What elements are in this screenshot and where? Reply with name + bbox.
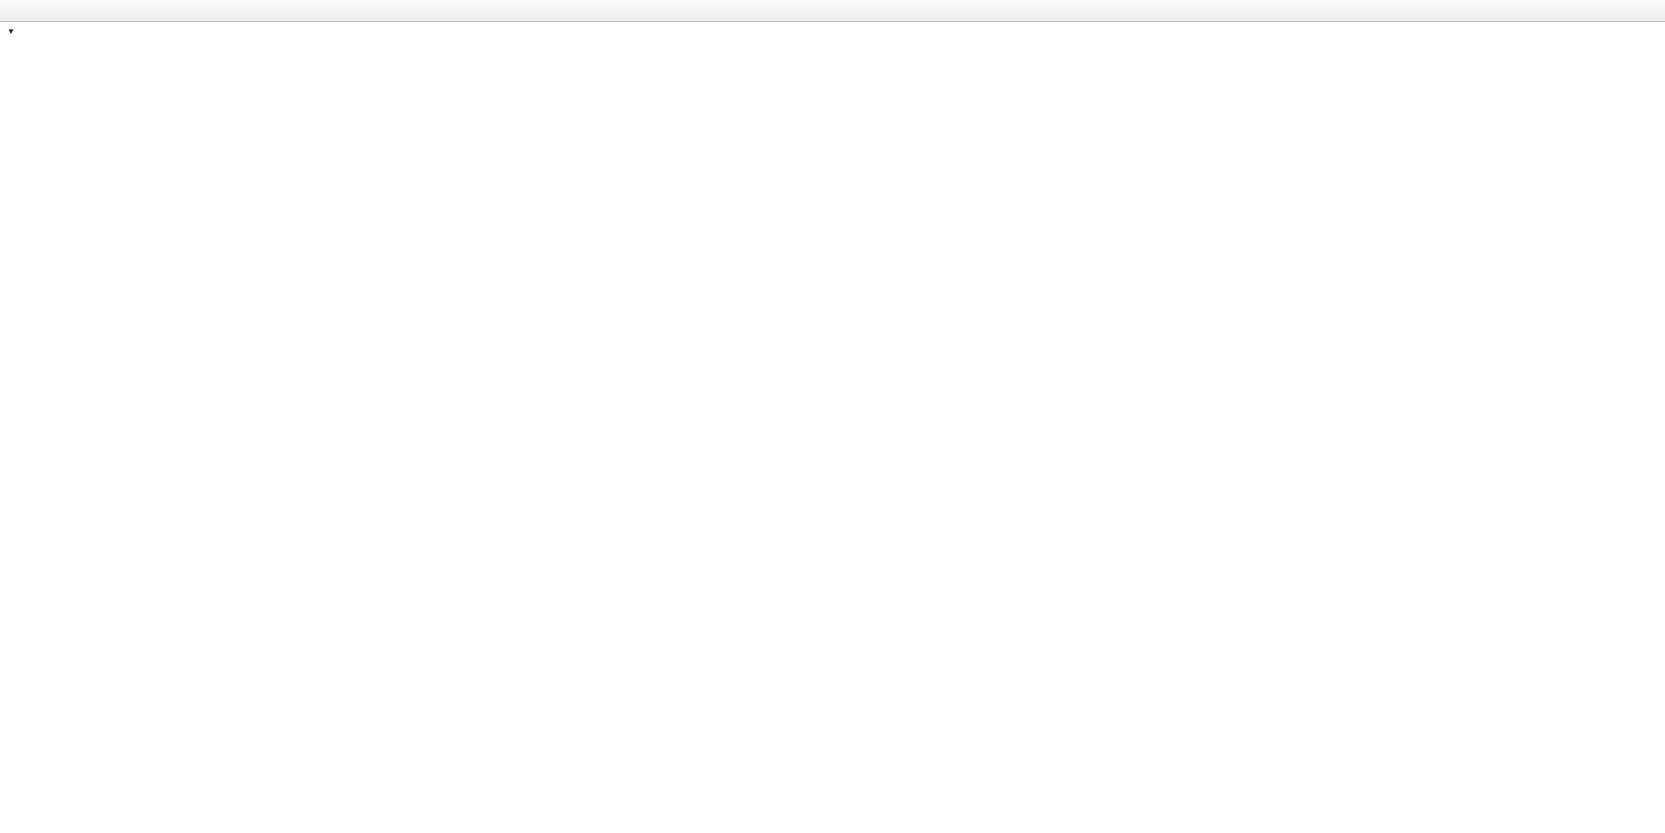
collapse-icon[interactable]: ▼ bbox=[7, 27, 15, 36]
chart-canvas[interactable] bbox=[0, 22, 1665, 833]
toolbar bbox=[0, 0, 1665, 22]
chart-title-overlay: ▼ bbox=[7, 27, 45, 36]
chart-window[interactable]: ▼ bbox=[0, 22, 1665, 833]
